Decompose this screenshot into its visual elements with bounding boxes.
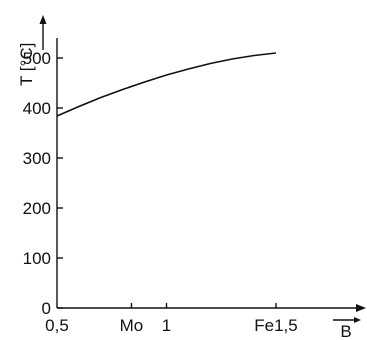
y-tick-label: 100	[23, 249, 51, 268]
y-ticks: 0 100 200 300 400 500	[23, 49, 63, 318]
y-tick-label: 200	[23, 199, 51, 218]
y-axis-title: T [°C]	[17, 43, 36, 86]
series-line	[56, 52, 277, 117]
y-tick-label: 0	[42, 299, 51, 318]
x-tick-label: 0,5	[45, 316, 69, 335]
x-ticks: 0,5 Mo 1 Fe1,5	[45, 303, 298, 335]
y-tick-label: 400	[23, 99, 51, 118]
y-tick-label: 300	[23, 149, 51, 168]
x-axis-title: B	[340, 322, 351, 340]
x-axis-title-arrow-head	[354, 317, 361, 323]
series-group	[56, 52, 277, 117]
x-axis-arrow-head	[356, 304, 366, 312]
y-tick-label: 500	[23, 49, 51, 68]
y-axis: T [°C] 0 100 200 300 400 500	[17, 15, 63, 318]
x-axis: 0,5 Mo 1 Fe1,5 B	[45, 303, 366, 340]
y-axis-title-arrow-head	[39, 15, 47, 24]
x-tick-label: Fe1,5	[254, 316, 297, 335]
x-tick-label: 1	[162, 316, 171, 335]
x-tick-label: Mo	[120, 316, 144, 335]
